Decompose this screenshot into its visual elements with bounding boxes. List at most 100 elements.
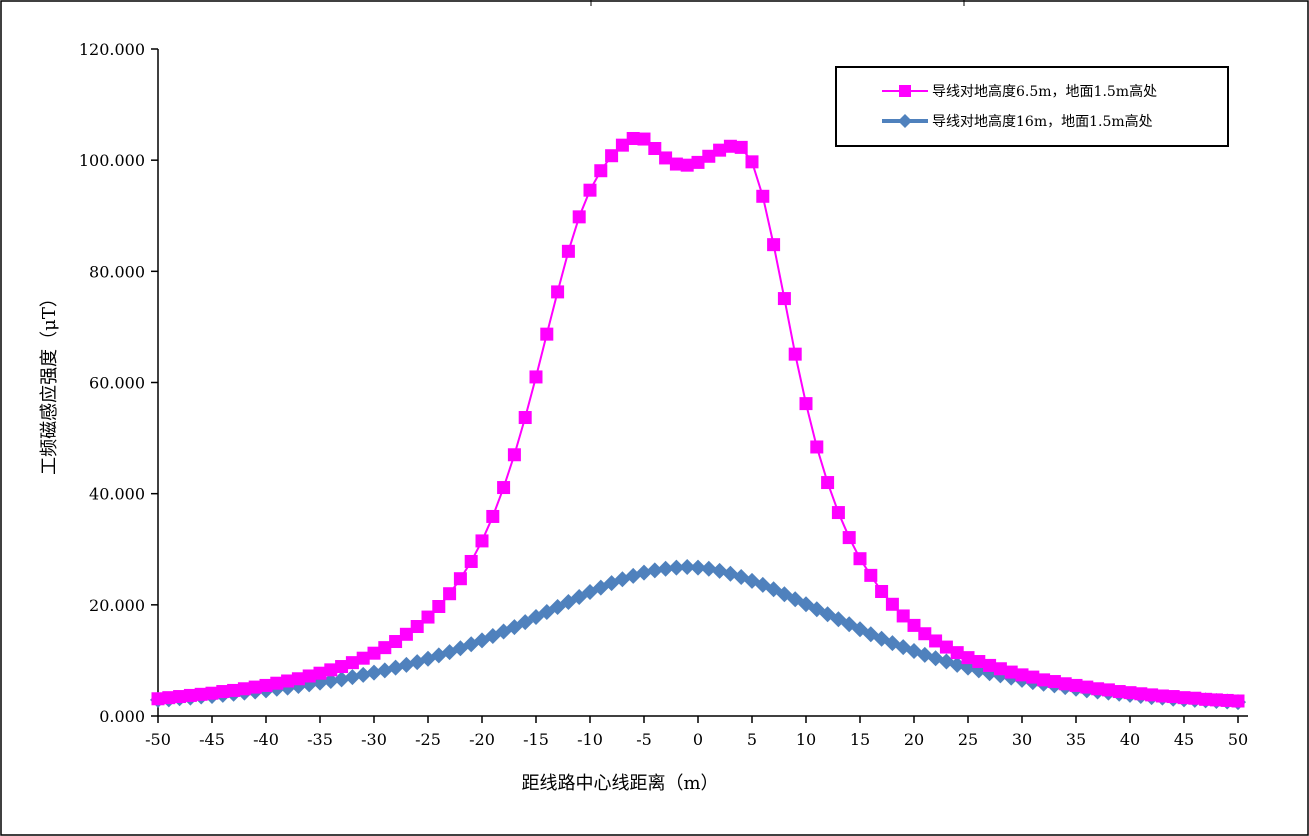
data-point-square xyxy=(659,151,673,165)
data-point-square xyxy=(194,687,208,701)
data-point-square xyxy=(529,370,543,384)
data-point-square xyxy=(1004,665,1018,679)
x-tick-label: 15 xyxy=(850,730,870,749)
data-point-diamond xyxy=(333,671,350,688)
x-tick-label: 5 xyxy=(747,730,757,749)
data-point-square xyxy=(486,509,500,523)
data-point-square xyxy=(961,651,975,665)
x-tick-label: -15 xyxy=(523,730,549,749)
data-point-square xyxy=(1166,690,1180,704)
data-point-square xyxy=(788,347,802,361)
data-point-diamond xyxy=(679,559,696,576)
x-axis-title: 距线路中心线距离（m） xyxy=(521,773,718,794)
x-tick-label: -50 xyxy=(145,730,171,749)
data-point-square xyxy=(680,158,694,172)
data-point-square xyxy=(691,155,705,169)
data-point-square xyxy=(821,476,835,490)
data-point-square xyxy=(723,139,737,153)
data-point-diamond xyxy=(711,562,728,579)
data-point-square xyxy=(918,627,932,641)
data-point-square xyxy=(378,641,392,655)
data-point-square xyxy=(799,397,813,411)
data-point-square xyxy=(572,210,586,224)
data-point-diamond xyxy=(322,672,339,689)
x-tick-label: -45 xyxy=(199,730,225,749)
data-point-square xyxy=(745,155,759,169)
data-point-square xyxy=(302,669,316,683)
data-point-square xyxy=(669,157,683,171)
data-point-diamond xyxy=(690,559,706,576)
data-point-square xyxy=(1145,688,1159,702)
data-point-square xyxy=(518,411,532,425)
x-tick-label: 40 xyxy=(1120,730,1140,749)
data-point-square xyxy=(443,587,457,601)
data-point-square xyxy=(885,597,899,611)
data-point-square xyxy=(972,655,986,669)
data-point-square xyxy=(1058,677,1072,691)
plot-area xyxy=(150,131,1246,711)
x-ticks: -50 -45 -40 -35 -30 -25 -20 -15 -10 -5 0 5 10 15 20 25 3… xyxy=(145,716,1248,749)
x-tick-label: -40 xyxy=(253,730,279,749)
data-point-square xyxy=(702,149,716,163)
y-tick-label: 100.000 xyxy=(79,151,145,170)
y-tick-label: 60.000 xyxy=(89,374,145,393)
x-tick-label: 30 xyxy=(1012,730,1032,749)
data-point-square xyxy=(1199,692,1213,706)
data-point-square xyxy=(399,627,413,641)
x-tick-label: 25 xyxy=(958,730,978,749)
data-point-square xyxy=(248,680,262,694)
data-point-square xyxy=(594,164,608,178)
data-point-diamond xyxy=(398,656,415,673)
y-ticks: 0.000 20.000 40.000 60.000 80.000 100.000 120.… xyxy=(79,40,158,726)
data-point-square xyxy=(1015,668,1029,682)
data-point-square xyxy=(356,651,370,665)
data-point-square xyxy=(734,140,748,154)
data-point-square xyxy=(151,692,165,706)
data-point-square xyxy=(1047,675,1061,689)
data-point-square xyxy=(1091,682,1105,696)
y-tick-label: 120.000 xyxy=(79,40,145,59)
data-point-square xyxy=(1209,693,1223,707)
legend-box xyxy=(835,66,1229,147)
data-point-square xyxy=(432,600,446,614)
data-point-square xyxy=(583,183,597,197)
legend-marker-0 xyxy=(899,85,911,97)
data-point-square xyxy=(1231,694,1245,708)
data-point-square xyxy=(475,534,489,548)
data-point-square xyxy=(183,688,197,702)
data-point-square xyxy=(281,674,295,688)
data-point-diamond xyxy=(387,659,404,676)
data-point-square xyxy=(777,292,791,306)
y-tick-label: 20.000 xyxy=(89,596,145,615)
legend-label-0: 导线对地高度6.5m，地面1.5m高处 xyxy=(932,83,1157,100)
data-point-square xyxy=(648,141,662,155)
legend: 导线对地高度6.5m，地面1.5m高处 导线对地高度16m，地面1.5m高处 xyxy=(835,66,1229,147)
data-point-square xyxy=(605,149,619,163)
data-point-square xyxy=(929,634,943,648)
data-point-diamond xyxy=(636,564,652,581)
data-point-square xyxy=(162,691,176,705)
data-point-square xyxy=(313,666,327,680)
x-tick-label: 45 xyxy=(1174,730,1194,749)
data-point-square xyxy=(983,658,997,672)
data-point-square xyxy=(335,660,349,674)
y-tick-label: 40.000 xyxy=(89,485,145,504)
data-point-square xyxy=(1037,673,1051,687)
data-point-square xyxy=(615,138,629,152)
data-point-square xyxy=(767,238,781,252)
data-point-square xyxy=(561,244,575,258)
data-point-square xyxy=(497,481,511,495)
data-point-square xyxy=(291,672,305,686)
data-point-square xyxy=(389,635,403,649)
data-point-square xyxy=(831,506,845,520)
data-point-square xyxy=(216,685,230,699)
data-point-diamond xyxy=(376,662,393,679)
legend-label-1: 导线对地高度16m，地面1.5m高处 xyxy=(932,113,1153,130)
data-point-square xyxy=(1112,685,1126,699)
data-point-diamond xyxy=(700,560,717,577)
data-point-square xyxy=(259,678,273,692)
x-tick-label: -10 xyxy=(577,730,603,749)
data-point-square xyxy=(410,620,424,634)
data-point-square xyxy=(713,143,727,157)
